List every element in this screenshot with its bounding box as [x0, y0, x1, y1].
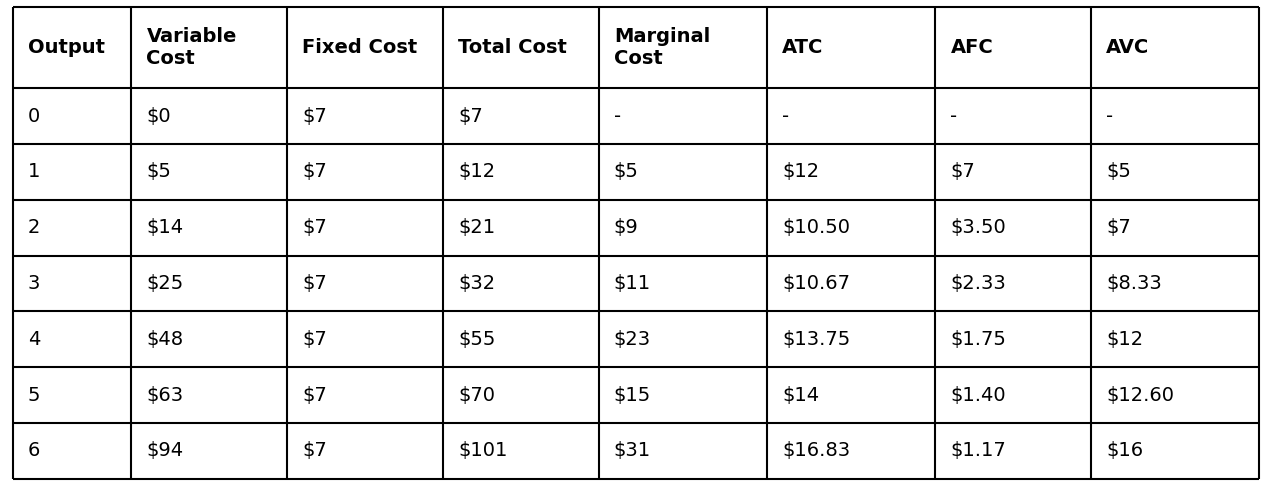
Text: $48: $48	[146, 330, 183, 349]
Text: $12: $12	[782, 162, 819, 181]
Text: $7: $7	[458, 106, 483, 125]
Text: $7: $7	[303, 218, 327, 237]
Text: $5: $5	[614, 162, 639, 181]
Text: $3.50: $3.50	[950, 218, 1006, 237]
Text: $7: $7	[303, 385, 327, 404]
Text: Fixed Cost: Fixed Cost	[303, 38, 417, 57]
Text: Marginal
Cost: Marginal Cost	[614, 27, 710, 68]
Text: $9: $9	[614, 218, 639, 237]
Text: 3: 3	[28, 274, 41, 293]
Text: $16.83: $16.83	[782, 441, 850, 460]
Text: $70: $70	[458, 385, 495, 404]
Text: $10.50: $10.50	[782, 218, 850, 237]
Text: $21: $21	[458, 218, 495, 237]
Text: 2: 2	[28, 218, 41, 237]
Text: 0: 0	[28, 106, 41, 125]
Text: $8.33: $8.33	[1107, 274, 1163, 293]
Text: 6: 6	[28, 441, 41, 460]
Text: 1: 1	[28, 162, 41, 181]
Text: $7: $7	[303, 162, 327, 181]
Text: $7: $7	[303, 441, 327, 460]
Text: $31: $31	[614, 441, 651, 460]
Text: -: -	[950, 106, 958, 125]
Text: $23: $23	[614, 330, 651, 349]
Text: $13.75: $13.75	[782, 330, 851, 349]
Text: Total Cost: Total Cost	[458, 38, 567, 57]
Text: Variable
Cost: Variable Cost	[146, 27, 237, 68]
Text: $2.33: $2.33	[950, 274, 1006, 293]
Text: -: -	[1107, 106, 1113, 125]
Text: $32: $32	[458, 274, 495, 293]
Text: $1.75: $1.75	[950, 330, 1006, 349]
Text: $55: $55	[458, 330, 495, 349]
Text: $7: $7	[303, 330, 327, 349]
Text: $7: $7	[303, 106, 327, 125]
Text: $16: $16	[1107, 441, 1144, 460]
Text: 4: 4	[28, 330, 41, 349]
Text: $7: $7	[303, 274, 327, 293]
Text: $94: $94	[146, 441, 183, 460]
Text: $25: $25	[146, 274, 183, 293]
Text: Output: Output	[28, 38, 106, 57]
Text: $63: $63	[146, 385, 183, 404]
Text: AFC: AFC	[950, 38, 993, 57]
Text: 5: 5	[28, 385, 41, 404]
Text: ATC: ATC	[782, 38, 823, 57]
Text: $5: $5	[1107, 162, 1131, 181]
Text: $12.60: $12.60	[1107, 385, 1174, 404]
Text: -: -	[614, 106, 621, 125]
Text: $7: $7	[950, 162, 976, 181]
Text: $10.67: $10.67	[782, 274, 850, 293]
Text: $0: $0	[146, 106, 170, 125]
Text: $1.17: $1.17	[950, 441, 1006, 460]
Text: $101: $101	[458, 441, 508, 460]
Text: $14: $14	[146, 218, 183, 237]
Text: $1.40: $1.40	[950, 385, 1006, 404]
Text: $12: $12	[458, 162, 495, 181]
Text: AVC: AVC	[1107, 38, 1150, 57]
Text: $12: $12	[1107, 330, 1144, 349]
Text: $15: $15	[614, 385, 651, 404]
Text: $5: $5	[146, 162, 172, 181]
Text: $11: $11	[614, 274, 651, 293]
Text: -: -	[782, 106, 790, 125]
Text: $14: $14	[782, 385, 819, 404]
Text: $7: $7	[1107, 218, 1131, 237]
